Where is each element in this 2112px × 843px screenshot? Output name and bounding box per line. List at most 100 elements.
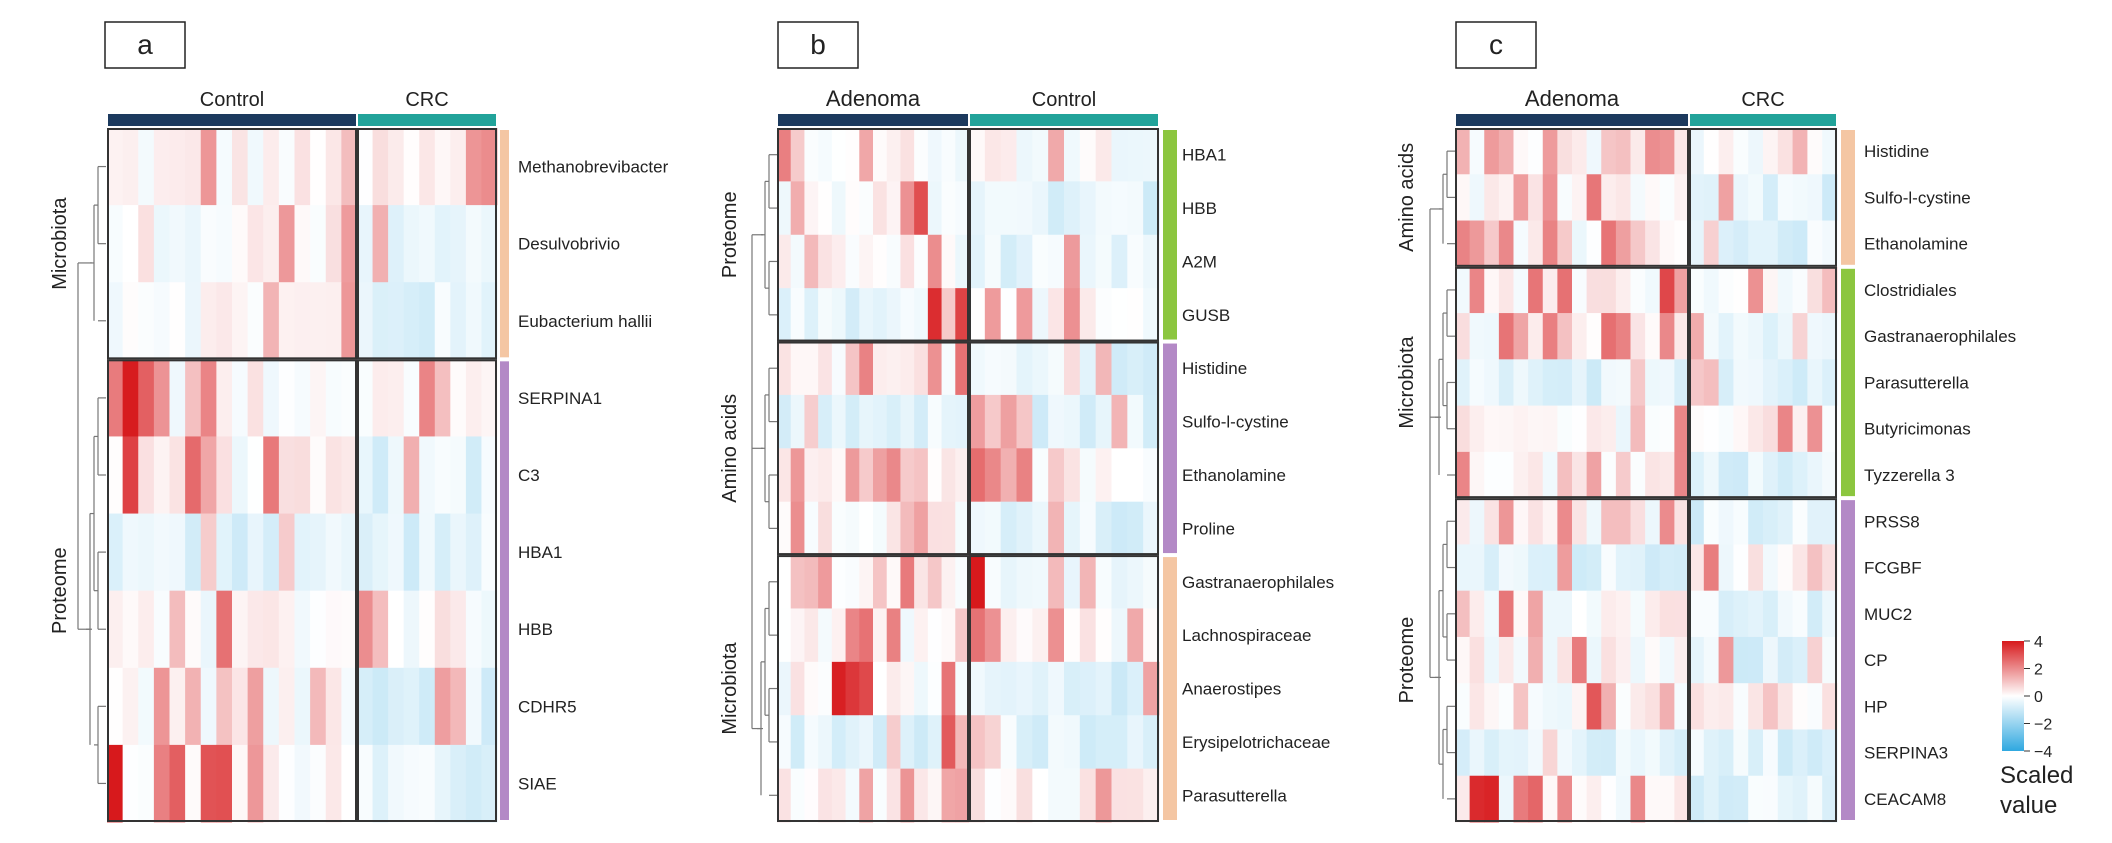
- heat-cell: [169, 436, 186, 514]
- heat-cell: [122, 667, 139, 746]
- heat-cell: [969, 555, 986, 609]
- heat-cell: [232, 590, 249, 669]
- heat-cell: [831, 181, 846, 236]
- heat-cell: [1689, 405, 1705, 453]
- heat-cell: [1513, 544, 1529, 592]
- heat-cell: [1601, 451, 1617, 499]
- heat-cell: [1733, 636, 1749, 684]
- heat-cell: [200, 667, 217, 746]
- heat-cell: [403, 667, 420, 746]
- heat-cell: [1601, 359, 1617, 406]
- heat-cell: [790, 501, 805, 556]
- heat-cell: [263, 667, 280, 746]
- heat-cell: [1630, 220, 1646, 268]
- heat-cell: [1601, 498, 1617, 545]
- panel-label-box: [777, 21, 859, 69]
- heat-cell: [1645, 405, 1661, 453]
- row-label: Methanobrevibacter: [518, 158, 669, 177]
- heat-cell: [1777, 266, 1793, 314]
- heat-cell: [1032, 181, 1049, 236]
- heat-cell: [450, 744, 467, 823]
- heat-cell: [1528, 359, 1544, 406]
- heat-cell: [1615, 451, 1631, 499]
- heat-cell: [804, 394, 819, 449]
- heat-cell: [232, 359, 249, 437]
- heat-cell: [914, 234, 929, 289]
- heat-cell: [294, 128, 311, 206]
- heat-cell: [1763, 683, 1779, 730]
- heat-cell: [1645, 544, 1661, 592]
- heat-cell: [900, 661, 915, 716]
- heat-cell: [1469, 405, 1485, 453]
- heat-cell: [1572, 405, 1588, 453]
- heat-cell: [1792, 683, 1808, 730]
- heat-cell: [247, 667, 264, 746]
- heat-cell: [1748, 498, 1764, 545]
- heat-cell: [1000, 715, 1017, 770]
- heat-cell: [263, 513, 280, 592]
- heat-cell: [1615, 590, 1631, 638]
- heat-cell: [1733, 683, 1749, 730]
- heat-cell: [1689, 128, 1705, 175]
- heat-cell: [1733, 174, 1749, 221]
- heat-cell: [900, 448, 915, 503]
- heat-cell: [1659, 313, 1675, 360]
- heat-cell: [1674, 544, 1690, 592]
- heat-cell: [1763, 590, 1779, 638]
- heat-cell: [138, 590, 155, 669]
- heat-cell: [955, 715, 970, 770]
- heat-cell: [1586, 313, 1602, 360]
- row-group-bar: [1841, 500, 1855, 820]
- heat-cell: [1763, 405, 1779, 453]
- heat-cell: [325, 436, 342, 514]
- row-group-bar: [1841, 130, 1855, 265]
- heat-cell: [804, 768, 819, 823]
- heat-cell: [1557, 266, 1573, 314]
- row-group-label: Microbiota: [49, 197, 71, 290]
- heat-cell: [1586, 775, 1602, 823]
- heat-cell: [818, 181, 833, 236]
- heat-cell: [1095, 608, 1112, 663]
- heat-cell: [984, 715, 1002, 770]
- heat-cell: [1542, 683, 1558, 730]
- row-label: C3: [518, 466, 540, 485]
- heat-cell: [873, 234, 888, 289]
- heat-cell: [450, 590, 467, 669]
- heat-cell: [1718, 636, 1734, 684]
- heat-cell: [1016, 341, 1033, 396]
- heat-cell: [1733, 128, 1749, 175]
- column-group-bar: [1456, 114, 1688, 126]
- heat-cell: [1615, 729, 1631, 777]
- heat-cell: [1659, 405, 1675, 453]
- heat-cell: [984, 394, 1002, 449]
- heat-cell: [1615, 775, 1631, 823]
- heat-block-border: [969, 555, 1159, 822]
- heat-cell: [927, 608, 942, 663]
- heat-cell: [955, 608, 970, 663]
- heat-cell: [1718, 128, 1734, 175]
- heat-cell: [169, 590, 186, 669]
- heat-cell: [1777, 544, 1793, 592]
- heat-cell: [914, 181, 929, 236]
- heat-cell: [450, 436, 467, 514]
- heat-block-border: [1455, 498, 1689, 822]
- heat-cell: [1111, 608, 1128, 663]
- heat-cell: [1763, 359, 1779, 406]
- heat-cell: [1822, 451, 1838, 499]
- heat-cell: [914, 661, 929, 716]
- heat-cell: [1528, 220, 1544, 268]
- heat-cell: [1048, 181, 1065, 236]
- heat-cell: [1733, 544, 1749, 592]
- heat-cell: [216, 128, 233, 206]
- heat-cell: [1455, 128, 1471, 175]
- heat-cell: [403, 128, 420, 206]
- heat-cell: [859, 555, 874, 609]
- heat-cell: [107, 590, 124, 669]
- heat-cell: [278, 590, 295, 669]
- heat-cell: [1777, 313, 1793, 360]
- heat-cell: [1143, 661, 1160, 716]
- heat-cell: [1498, 220, 1514, 268]
- heat-cell: [1718, 313, 1734, 360]
- heat-cell: [927, 128, 942, 182]
- heat-cell: [372, 282, 389, 360]
